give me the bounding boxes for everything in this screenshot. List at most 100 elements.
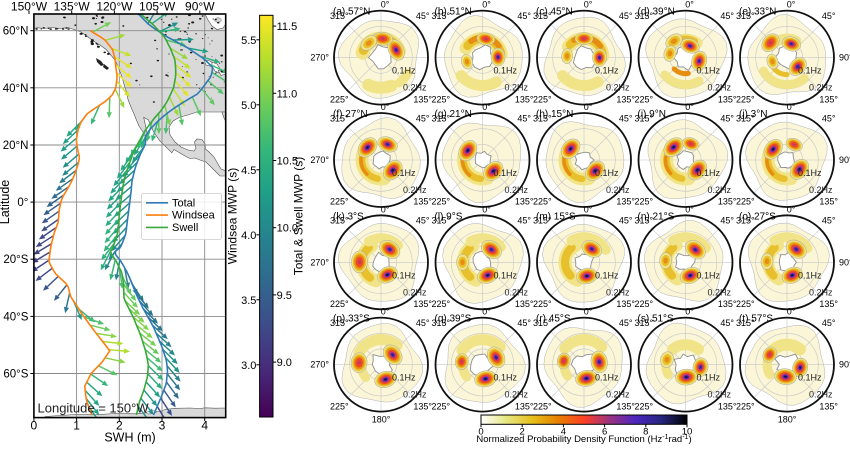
svg-text:40°S: 40°S — [3, 311, 28, 323]
svg-text:45°: 45° — [720, 11, 734, 21]
svg-text:315°: 315° — [533, 11, 552, 21]
svg-text:45°: 45° — [619, 216, 633, 226]
svg-text:0°: 0° — [17, 197, 28, 209]
svg-text:225°: 225° — [634, 401, 653, 411]
svg-text:45°: 45° — [517, 318, 531, 328]
svg-text:0°: 0° — [584, 307, 593, 317]
svg-text:135°: 135° — [413, 94, 432, 104]
svg-text:Longitude = 150°W: Longitude = 150°W — [38, 401, 150, 416]
svg-text:0.2Hz: 0.2Hz — [809, 390, 833, 400]
svg-text:0.2Hz: 0.2Hz — [403, 83, 427, 93]
svg-text:315°: 315° — [634, 318, 653, 328]
svg-text:315°: 315° — [533, 216, 552, 226]
svg-text:135°: 135° — [819, 299, 838, 309]
svg-text:0°: 0° — [584, 0, 593, 10]
svg-text:4.5: 4.5 — [241, 165, 256, 177]
svg-text:270°: 270° — [310, 155, 329, 165]
svg-text:90°: 90° — [839, 53, 850, 63]
svg-text:0°: 0° — [685, 102, 694, 112]
svg-text:135°: 135° — [718, 299, 737, 309]
svg-text:45°: 45° — [619, 113, 633, 123]
svg-text:0.1Hz: 0.1Hz — [595, 270, 619, 280]
svg-text:135°: 135° — [616, 197, 635, 207]
svg-text:270°: 270° — [310, 360, 329, 370]
svg-text:135°: 135° — [515, 401, 534, 411]
svg-text:225°: 225° — [736, 94, 755, 104]
svg-text:225°: 225° — [330, 401, 349, 411]
svg-text:315°: 315° — [431, 113, 450, 123]
svg-text:0°: 0° — [482, 204, 491, 214]
svg-text:0.2Hz: 0.2Hz — [403, 390, 427, 400]
svg-text:225°: 225° — [533, 197, 552, 207]
svg-text:135°: 135° — [515, 299, 534, 309]
svg-text:Total & Swell MWP (s): Total & Swell MWP (s) — [292, 157, 306, 275]
svg-text:45°: 45° — [619, 318, 633, 328]
svg-text:315°: 315° — [736, 318, 755, 328]
svg-text:0.1Hz: 0.1Hz — [494, 66, 518, 76]
svg-text:0°: 0° — [685, 307, 694, 317]
svg-text:90°: 90° — [839, 360, 850, 370]
svg-text:0°: 0° — [787, 204, 796, 214]
svg-text:315°: 315° — [634, 216, 653, 226]
svg-text:0°: 0° — [482, 0, 491, 10]
svg-text:225°: 225° — [330, 197, 349, 207]
svg-text:0.1Hz: 0.1Hz — [798, 66, 822, 76]
svg-text:0°: 0° — [787, 307, 796, 317]
svg-text:45°: 45° — [416, 318, 430, 328]
svg-text:0.1Hz: 0.1Hz — [494, 270, 518, 280]
svg-text:0°: 0° — [381, 204, 390, 214]
svg-text:0.2Hz: 0.2Hz — [606, 390, 630, 400]
svg-text:0.2Hz: 0.2Hz — [606, 287, 630, 297]
svg-text:0.2Hz: 0.2Hz — [606, 83, 630, 93]
svg-text:0.1Hz: 0.1Hz — [392, 373, 416, 383]
svg-text:225°: 225° — [330, 299, 349, 309]
svg-text:40°N: 40°N — [3, 83, 29, 95]
svg-text:Latitude: Latitude — [0, 180, 12, 225]
svg-text:0.2Hz: 0.2Hz — [708, 185, 732, 195]
svg-text:0.1Hz: 0.1Hz — [595, 66, 619, 76]
svg-text:315°: 315° — [431, 318, 450, 328]
svg-text:315°: 315° — [634, 113, 653, 123]
svg-text:60°N: 60°N — [3, 26, 29, 38]
svg-text:0.2Hz: 0.2Hz — [708, 390, 732, 400]
svg-text:135°: 135° — [718, 401, 737, 411]
svg-text:225°: 225° — [533, 299, 552, 309]
svg-text:4: 4 — [201, 419, 208, 433]
svg-text:0.1Hz: 0.1Hz — [595, 168, 619, 178]
svg-text:11.5: 11.5 — [277, 21, 298, 33]
svg-text:225°: 225° — [533, 401, 552, 411]
svg-text:0.2Hz: 0.2Hz — [403, 287, 427, 297]
svg-text:315°: 315° — [330, 113, 349, 123]
svg-text:3.0: 3.0 — [241, 360, 256, 372]
svg-text:0°: 0° — [381, 102, 390, 112]
svg-text:0.1Hz: 0.1Hz — [697, 270, 721, 280]
svg-text:0.1Hz: 0.1Hz — [798, 270, 822, 280]
svg-text:0°: 0° — [584, 102, 593, 112]
svg-text:180°: 180° — [778, 415, 797, 425]
svg-text:135°: 135° — [515, 197, 534, 207]
svg-text:180°: 180° — [372, 415, 391, 425]
svg-text:225°: 225° — [634, 94, 653, 104]
svg-text:45°: 45° — [822, 113, 836, 123]
svg-text:11.0: 11.0 — [277, 88, 298, 100]
svg-text:225°: 225° — [431, 94, 450, 104]
svg-text:Normalized Probability Density: Normalized Probability Density Function … — [476, 434, 691, 446]
svg-text:0.2Hz: 0.2Hz — [505, 390, 529, 400]
svg-text:0: 0 — [31, 419, 38, 433]
svg-text:135°: 135° — [413, 197, 432, 207]
svg-text:0.1Hz: 0.1Hz — [697, 66, 721, 76]
svg-text:0.1Hz: 0.1Hz — [494, 168, 518, 178]
svg-text:60°S: 60°S — [3, 369, 28, 381]
svg-text:45°: 45° — [822, 318, 836, 328]
svg-text:20°N: 20°N — [3, 140, 29, 152]
svg-text:45°: 45° — [720, 113, 734, 123]
svg-text:45°: 45° — [517, 11, 531, 21]
svg-text:135°: 135° — [819, 401, 838, 411]
svg-text:0.1Hz: 0.1Hz — [798, 373, 822, 383]
svg-text:135°: 135° — [616, 401, 635, 411]
svg-text:270°: 270° — [310, 53, 329, 63]
svg-text:0.2Hz: 0.2Hz — [809, 287, 833, 297]
svg-text:0.2Hz: 0.2Hz — [606, 185, 630, 195]
svg-text:Windsea MWP (s): Windsea MWP (s) — [226, 168, 240, 264]
svg-text:0°: 0° — [787, 102, 796, 112]
